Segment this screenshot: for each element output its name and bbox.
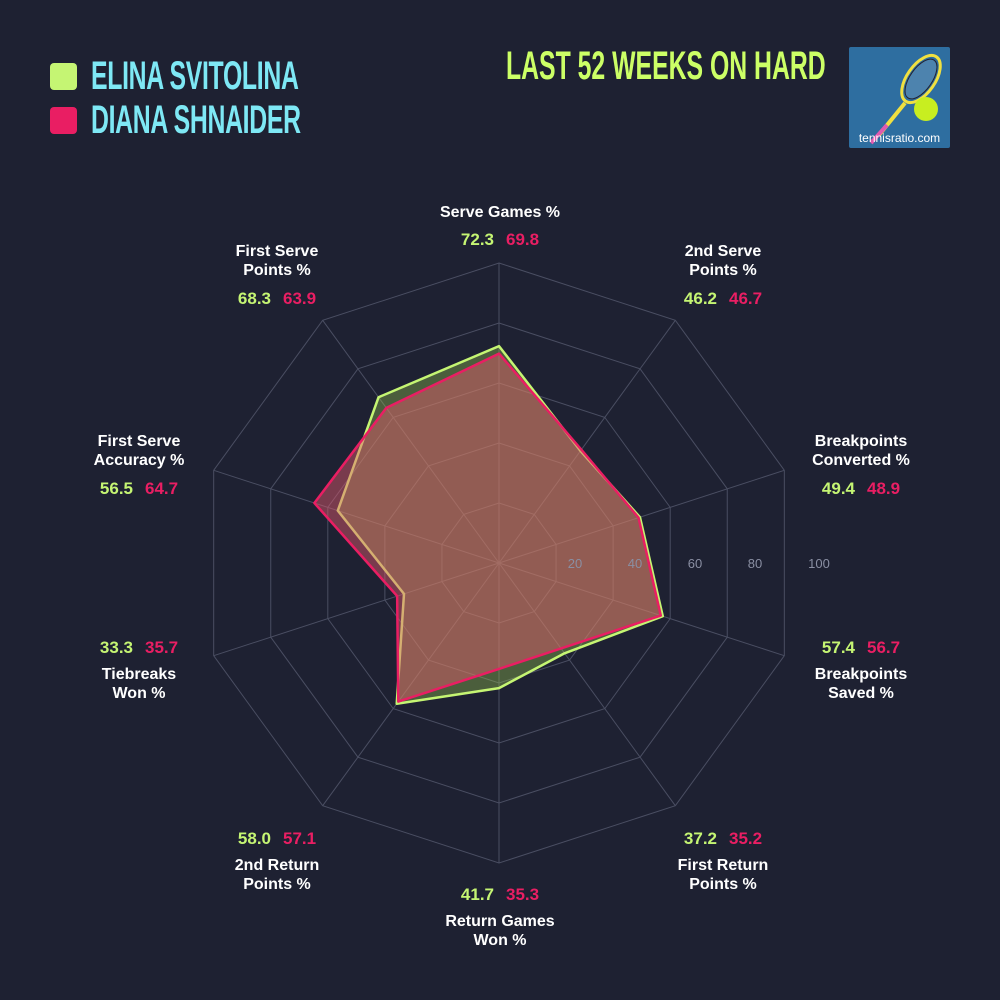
value-labels: 33.3 35.7	[39, 638, 239, 658]
axis-label-line: Return Games	[445, 913, 555, 930]
value-labels: 49.4 48.9	[761, 479, 961, 499]
axis-label-line: Converted %	[812, 452, 910, 469]
axis-label: 2nd Serve Points %	[623, 242, 823, 280]
legend-swatch	[50, 63, 77, 90]
axis-label-line: Points %	[689, 876, 757, 893]
value-labels: 37.2 35.2	[623, 829, 823, 849]
axis-label: Tiebreaks Won %	[39, 665, 239, 703]
value-labels: 46.2 46.7	[623, 289, 823, 309]
axis-label: First Serve Points %	[177, 242, 377, 280]
value-labels: 41.7 35.3	[400, 885, 600, 905]
axis-label: First Return Points %	[623, 856, 823, 894]
axis-spoke	[498, 320, 676, 564]
axis-spoke	[322, 562, 500, 806]
data-label-series-1: 33.3	[99, 638, 133, 657]
axis-spoke	[213, 562, 500, 657]
axis-label-line: 2nd Return	[234, 857, 320, 874]
data-label-series-2: 48.9	[867, 479, 901, 498]
legend-item-svitolina: ELINA SVITOLINA	[50, 54, 426, 99]
data-label-series-2: 35.3	[506, 885, 540, 904]
value-labels: 58.0 57.1	[177, 829, 377, 849]
value-labels: 72.3 69.8	[400, 230, 600, 250]
axis-spoke	[213, 469, 500, 564]
tick-label: 100	[808, 556, 830, 571]
tick-label: 40	[628, 556, 642, 571]
axis-label: First Serve Accuracy %	[39, 432, 239, 470]
axis-label-line: Points %	[243, 876, 311, 893]
legend-item-shnaider: DIANA SHNAIDER	[50, 98, 429, 143]
axis-spoke	[498, 562, 676, 806]
data-label-series-2: 64.7	[145, 479, 179, 498]
data-label-series-1: 58.0	[237, 829, 271, 848]
axis-label: Serve Games %	[400, 203, 600, 222]
data-label-series-1: 46.2	[683, 289, 717, 308]
tick-label: 20	[568, 556, 582, 571]
logo-text: tennisratio.com	[858, 131, 941, 145]
value-labels: 68.3 63.9	[177, 289, 377, 309]
data-label-series-2: 56.7	[867, 638, 901, 657]
axis-label-line: Accuracy %	[93, 452, 185, 469]
axis-spoke	[498, 562, 785, 657]
legend-label: DIANA SHNAIDER	[91, 98, 301, 142]
axis-label-line: Breakpoints	[814, 666, 908, 683]
data-label-series-2: 57.1	[283, 829, 317, 848]
data-label-series-1: 68.3	[237, 289, 271, 308]
axis-label-line: Breakpoints	[814, 433, 908, 450]
series-area-2	[313, 352, 663, 703]
data-label-series-2: 35.7	[145, 638, 179, 657]
axis-label-line: Points %	[243, 262, 311, 279]
axis-label-line: Serve Games %	[439, 204, 561, 221]
axis-label-line: First Serve	[97, 433, 181, 450]
axis-label-line: First Return	[677, 857, 769, 874]
value-labels: 56.5 64.7	[39, 479, 239, 499]
legend-label: ELINA SVITOLINA	[91, 54, 299, 98]
axis-label: Return Games Won %	[400, 912, 600, 950]
data-label-series-1: 57.4	[821, 638, 855, 657]
axis-label: Breakpoints Saved %	[761, 665, 961, 703]
axis-label-line: Saved %	[828, 685, 894, 702]
axis-label-line: Won %	[112, 685, 166, 702]
tick-label: 80	[748, 556, 762, 571]
axis-label-line: Points %	[689, 262, 757, 279]
tennis-racket-ball-icon	[869, 53, 942, 145]
tick-label: 60	[688, 556, 702, 571]
axis-spoke	[498, 469, 785, 564]
axis-label: Breakpoints Converted %	[761, 432, 961, 470]
data-label-series-2: 46.7	[729, 289, 763, 308]
data-label-series-2: 69.8	[506, 230, 540, 249]
data-label-series-2: 35.2	[729, 829, 763, 848]
axis-spoke	[322, 320, 500, 564]
data-label-series-2: 63.9	[283, 289, 317, 308]
legend-swatch	[50, 107, 77, 134]
axis-label-line: Won %	[473, 932, 527, 949]
axis-label-line: Tiebreaks	[101, 666, 177, 683]
axis-label-line: First Serve	[235, 243, 319, 260]
value-labels: 57.4 56.7	[761, 638, 961, 658]
data-label-series-1: 37.2	[683, 829, 717, 848]
data-label-series-1: 49.4	[821, 479, 855, 498]
data-label-series-1: 41.7	[460, 885, 494, 904]
data-label-series-1: 72.3	[460, 230, 494, 249]
tennisratio-logo: tennisratio.com	[849, 47, 950, 148]
axis-label: 2nd Return Points %	[177, 856, 377, 894]
axis-label-line: 2nd Serve	[684, 243, 762, 260]
data-label-series-1: 56.5	[99, 479, 133, 498]
chart-title: LAST 52 WEEKS ON HARD	[506, 44, 826, 88]
